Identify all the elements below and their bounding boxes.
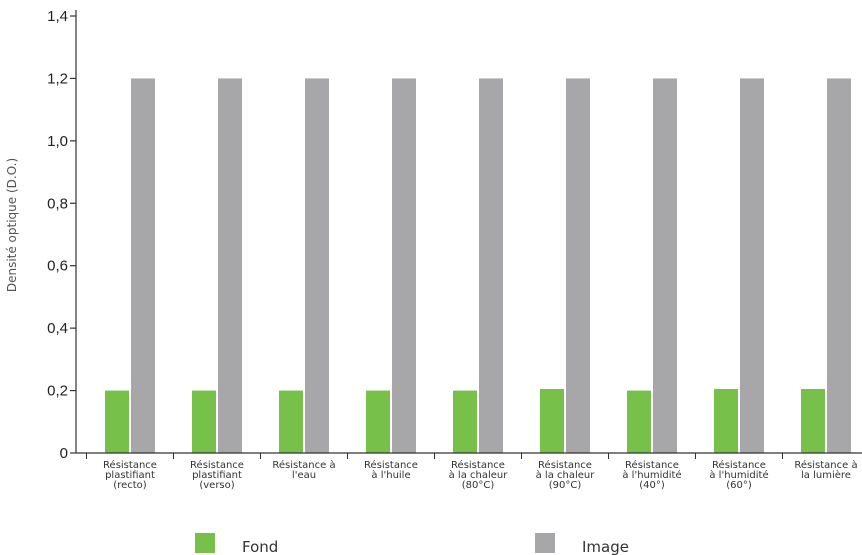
legend: Fond Image: [195, 533, 629, 555]
x-tick-label-line: plastifiant: [192, 470, 242, 481]
x-tick-label-line: Résistance: [538, 459, 592, 471]
y-tick-label: 1,2: [47, 70, 68, 87]
x-tick-label: Résistance à la lumière: [794, 459, 857, 481]
y-tick-label: 0,2: [47, 383, 68, 400]
bar-image-6: [566, 78, 590, 453]
x-tick-label-line: (80°C): [462, 480, 495, 491]
legend-swatch-fond: [195, 533, 215, 553]
x-tick-label-line: Résistance: [364, 459, 418, 471]
x-tick-label-line: à la chaleur: [536, 469, 596, 481]
legend-label-image: Image: [582, 538, 629, 555]
x-tick-label-line: (verso): [199, 480, 234, 491]
x-tick-label-line: plastifiant: [105, 470, 155, 481]
bar-fond-7: [627, 390, 651, 453]
x-tick-label-line: Résistance: [451, 459, 505, 471]
bar-image-1: [131, 78, 155, 453]
y-axis: 0 0,2 0,4 0,6 0,8 1,0 1,2 1,4: [47, 8, 77, 462]
bar-image-4: [392, 78, 416, 453]
x-tick-label-line: (40°): [639, 480, 665, 491]
x-tick-label: Résistance à l'humidité (60°): [709, 459, 768, 491]
bar-image-2: [218, 78, 242, 453]
x-tick-label-line: Résistance à: [272, 459, 335, 471]
x-tick-label: Résistance plastifiant (verso): [190, 459, 244, 491]
bar-fond-8: [714, 389, 738, 453]
x-tick-label-line: Résistance: [625, 459, 679, 471]
x-tick-label-line: à la chaleur: [449, 469, 509, 481]
bar-fond-2: [192, 390, 216, 453]
y-tick-label: 0,6: [47, 258, 68, 275]
bar-image-8: [740, 78, 764, 453]
x-tick-label: Résistance à la chaleur (80°C): [449, 459, 509, 491]
bar-image-7: [653, 78, 677, 453]
x-tick-label-line: à l'humidité: [709, 469, 768, 481]
y-tick-label: 0,4: [47, 320, 68, 337]
x-tick-label-line: Résistance: [712, 459, 766, 471]
bar-fond-6: [540, 389, 564, 453]
x-tick-label: Résistance à l'huile: [364, 459, 418, 481]
y-tick-label: 1,4: [47, 8, 68, 25]
x-axis: [76, 452, 862, 459]
x-tick-label: Résistance à l'humidité (40°): [622, 459, 681, 491]
x-tick-label-line: Résistance: [103, 459, 157, 471]
legend-label-fond: Fond: [242, 538, 278, 555]
x-tick-label: Résistance à l'eau: [272, 459, 335, 481]
bar-fond-9: [801, 389, 825, 453]
x-tick-label-line: à l'humidité: [622, 469, 681, 481]
x-tick-label-line: la lumière: [801, 469, 851, 481]
x-tick-label-line: l'eau: [292, 470, 316, 481]
x-tick-label: Résistance à la chaleur (90°C): [536, 459, 596, 491]
bar-fond-4: [366, 390, 390, 453]
bar-fond-5: [453, 390, 477, 453]
y-tick-label: 0: [60, 445, 68, 462]
bar-image-9: [827, 78, 851, 453]
bar-fond-1: [105, 390, 129, 453]
y-tick-label: 0,8: [47, 195, 68, 212]
x-tick-label-line: (recto): [113, 480, 146, 491]
legend-swatch-image: [535, 533, 555, 553]
x-tick-label-line: à l'huile: [371, 469, 410, 481]
x-tick-label-line: Résistance à: [794, 459, 857, 471]
y-axis-label: Densité optique (D.O.): [5, 158, 19, 292]
x-tick-label-line: (90°C): [549, 480, 582, 491]
x-tick-labels: Résistance plastifiant (recto)Résistance pl…: [103, 459, 858, 491]
x-tick-label-line: (60°): [726, 480, 752, 491]
y-tick-label: 1,0: [47, 133, 68, 150]
bar-fond-3: [279, 390, 303, 453]
bars: [105, 78, 851, 453]
x-tick-label-line: Résistance: [190, 459, 244, 471]
bar-image-5: [479, 78, 503, 453]
bar-image-3: [305, 78, 329, 453]
x-tick-label: Résistance plastifiant (recto): [103, 459, 157, 491]
